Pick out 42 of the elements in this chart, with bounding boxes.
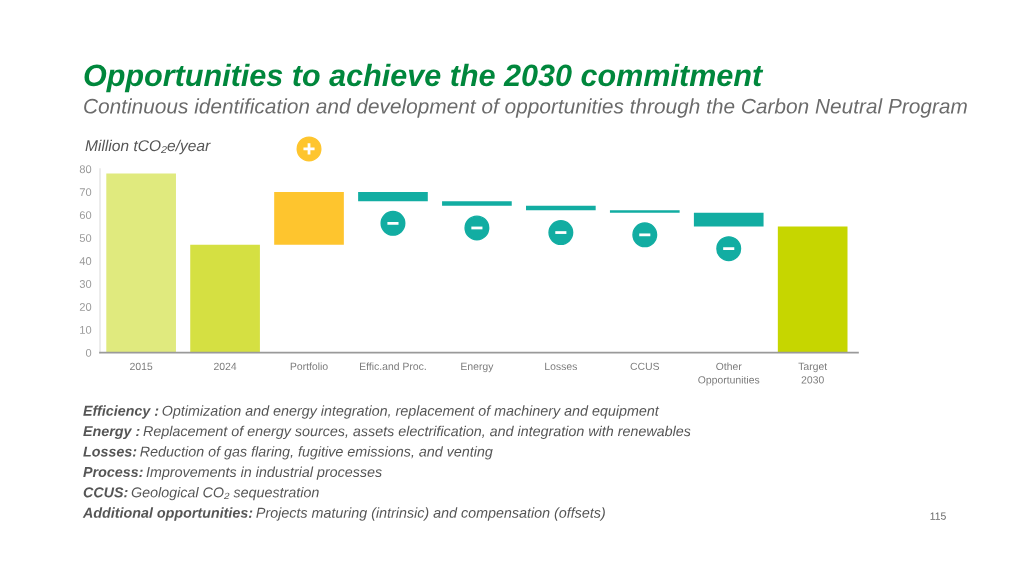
x-tick-label: Energy	[461, 362, 494, 373]
text: Reduction of gas flaring, fugitive emissions, and venting	[140, 446, 493, 460]
y-tick-label: 0	[85, 348, 92, 357]
bar	[777, 226, 848, 353]
y-tick-label: 20	[79, 303, 92, 311]
chart-subtitle: Continuous identification and development of opportunities through the Carbon Neutral Program	[84, 98, 967, 118]
text: Replacement of energy sources, assets electrification, and integration with renewables	[143, 425, 691, 440]
x-tick-label: 2024	[214, 362, 237, 371]
bar	[693, 212, 764, 227]
text: Energy :	[83, 426, 140, 440]
chart-title: Opportunities to achieve the 2030 commitment	[84, 63, 764, 93]
bar	[274, 191, 344, 245]
x-tick-label: Portfolio	[290, 362, 328, 371]
text: Projects maturing (intrinsic) and compensation (offsets)	[256, 507, 605, 521]
text: Improvements in industrial processes	[146, 466, 382, 480]
x-tick-label: CCUS	[630, 362, 660, 371]
bar	[442, 201, 512, 206]
y-tick-label: 10	[80, 326, 92, 334]
bar	[190, 244, 260, 353]
text: CCUS:	[83, 487, 128, 498]
text: Efficiency :	[83, 405, 159, 419]
x-tick-label: Target 2030	[798, 362, 828, 384]
x-tick-label: Losses	[545, 362, 577, 371]
y-tick-label: 80	[79, 165, 92, 174]
y-tick-label: 30	[79, 280, 92, 288]
y-tick-label: 70	[79, 188, 92, 197]
text: Process:	[83, 467, 143, 478]
text: 115	[930, 512, 946, 520]
x-tick-label: 2015	[130, 362, 153, 371]
text: Additional opportunities:	[82, 507, 253, 521]
text: Losses:	[83, 446, 137, 457]
y-axis-title: Million tCO₂e/year	[85, 139, 211, 155]
x-tick-label: Effic.and Proc.	[360, 362, 426, 371]
x-tick-label: Other Opportunities	[698, 362, 760, 386]
bar	[358, 191, 428, 202]
text: Optimization and energy integration, replacement of machinery and equipment	[162, 405, 660, 419]
y-tick-label: 40	[79, 257, 92, 265]
y-tick-label: 60	[79, 211, 92, 220]
bar	[106, 173, 176, 353]
y-tick-label: 50	[79, 234, 92, 243]
text: Geological CO₂ sequestration	[131, 486, 319, 501]
bar	[609, 210, 680, 213]
